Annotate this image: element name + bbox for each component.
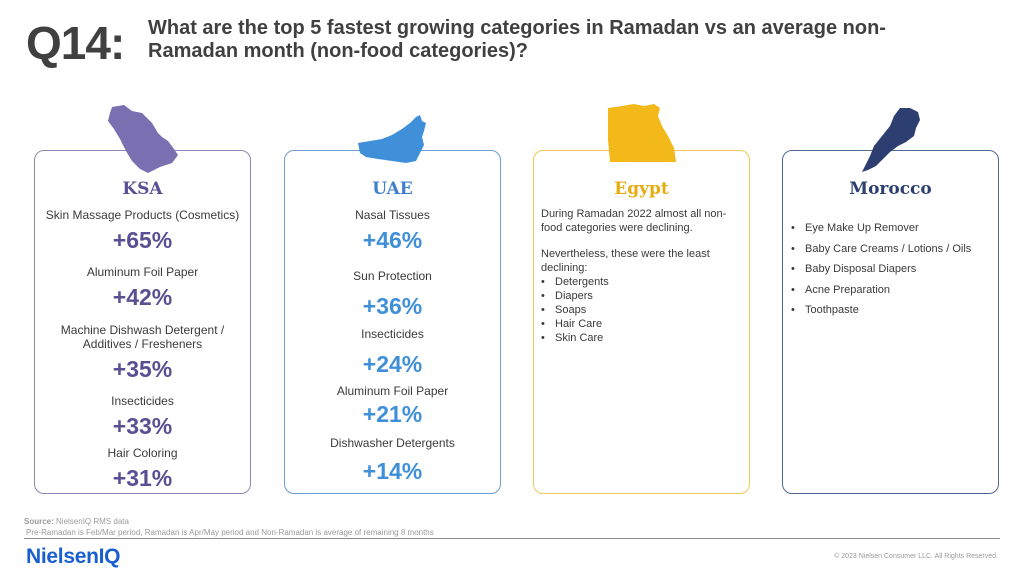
uae-item-5-value: +14% <box>362 458 423 484</box>
uae-map-icon <box>358 115 426 163</box>
uae-item-3-value: +24% <box>362 351 423 377</box>
ksa-item-3: Machine Dishwash Detergent / Additives /… <box>35 323 250 383</box>
ksa-item-1-label: Skin Massage Products (Cosmetics) <box>45 208 240 222</box>
egypt-card: Egypt During Ramadan 2022 almost all non… <box>533 150 750 494</box>
source-line: Source: NielsenIQ RMS data <box>24 517 129 526</box>
uae-item-2-label: Sun Protection <box>353 269 432 283</box>
ksa-title: KSA <box>122 179 163 199</box>
uae-item-4-value: +21% <box>362 401 423 427</box>
morocco-card: Morocco Eye Make Up Remover Baby Care Cr… <box>782 150 999 494</box>
uae-title: UAE <box>372 179 413 199</box>
ksa-item-1-value: +65% <box>112 227 173 253</box>
list-item: Eye Make Up Remover <box>791 221 996 235</box>
ksa-item-4: Insecticides +33% <box>35 394 250 440</box>
list-item: Hair Care <box>541 317 746 331</box>
egypt-title: Egypt <box>614 179 669 199</box>
morocco-map-icon <box>862 108 920 172</box>
uae-item-5: Dishwasher Detergents +14% <box>285 436 500 485</box>
ksa-item-2-label: Aluminum Foil Paper <box>86 265 199 279</box>
uae-item-2-value: +36% <box>362 293 423 319</box>
uae-item-4-label: Aluminum Foil Paper <box>336 384 449 398</box>
morocco-list: Eye Make Up Remover Baby Care Creams / L… <box>791 221 996 324</box>
egypt-lead: Nevertheless, these were the least decli… <box>541 248 710 274</box>
uae-item-4: Aluminum Foil Paper +21% <box>285 384 500 428</box>
list-item: Baby Care Creams / Lotions / Oils <box>791 242 996 256</box>
nielseniq-logo: NielsenIQ <box>26 545 121 568</box>
question-number: Q14: <box>26 17 125 69</box>
source-label: Source: <box>24 517 54 526</box>
egypt-intro: During Ramadan 2022 almost all non-food … <box>541 208 727 234</box>
egypt-map-icon <box>608 104 676 162</box>
morocco-title: Morocco <box>849 179 932 199</box>
ksa-item-3-value: +35% <box>112 356 173 382</box>
copyright: © 2023 Nielsen Consumer LLC. All Rights … <box>834 553 998 560</box>
ksa-item-2: Aluminum Foil Paper +42% <box>35 265 250 311</box>
egypt-list: Detergents Diapers Soaps Hair Care Skin … <box>541 275 746 345</box>
ksa-item-5-value: +31% <box>112 465 173 491</box>
list-item: Soaps <box>541 303 746 317</box>
uae-item-3-label: Insecticides <box>361 327 424 341</box>
uae-item-1-label: Nasal Tissues <box>355 208 430 222</box>
list-item: Baby Disposal Diapers <box>791 262 996 276</box>
uae-item-2: Sun Protection +36% <box>285 269 500 320</box>
ksa-item-2-value: +42% <box>112 284 173 310</box>
uae-item-1: Nasal Tissues +46% <box>285 208 500 254</box>
list-item: Acne Preparation <box>791 283 996 297</box>
list-item: Toothpaste <box>791 303 996 317</box>
list-item: Detergents <box>541 275 746 289</box>
ksa-card: KSA Skin Massage Products (Cosmetics) +6… <box>34 150 251 494</box>
uae-item-1-value: +46% <box>362 227 423 253</box>
uae-item-5-label: Dishwasher Detergents <box>330 436 455 450</box>
ksa-item-3-label: Machine Dishwash Detergent / Additives /… <box>60 323 225 351</box>
ksa-item-4-label: Insecticides <box>111 394 174 408</box>
footer-divider <box>24 538 1000 539</box>
source-text: NielsenIQ RMS data <box>53 517 129 526</box>
uae-card: UAE Nasal Tissues +46% Sun Protection +3… <box>284 150 501 494</box>
ksa-item-1: Skin Massage Products (Cosmetics) +65% <box>35 208 250 254</box>
question-title: What are the top 5 fastest growing categ… <box>148 17 886 62</box>
period-note: Pre-Ramadan is Feb/Mar period, Ramadan i… <box>26 528 434 537</box>
list-item: Skin Care <box>541 331 746 345</box>
uae-item-3: Insecticides +24% <box>285 327 500 378</box>
egypt-body: During Ramadan 2022 almost all non-food … <box>541 208 746 345</box>
ksa-item-4-value: +33% <box>112 413 173 439</box>
list-item: Diapers <box>541 289 746 303</box>
saudi-arabia-map-icon <box>108 105 178 173</box>
ksa-item-5-label: Hair Coloring <box>107 446 178 460</box>
ksa-item-5: Hair Coloring +31% <box>35 446 250 492</box>
